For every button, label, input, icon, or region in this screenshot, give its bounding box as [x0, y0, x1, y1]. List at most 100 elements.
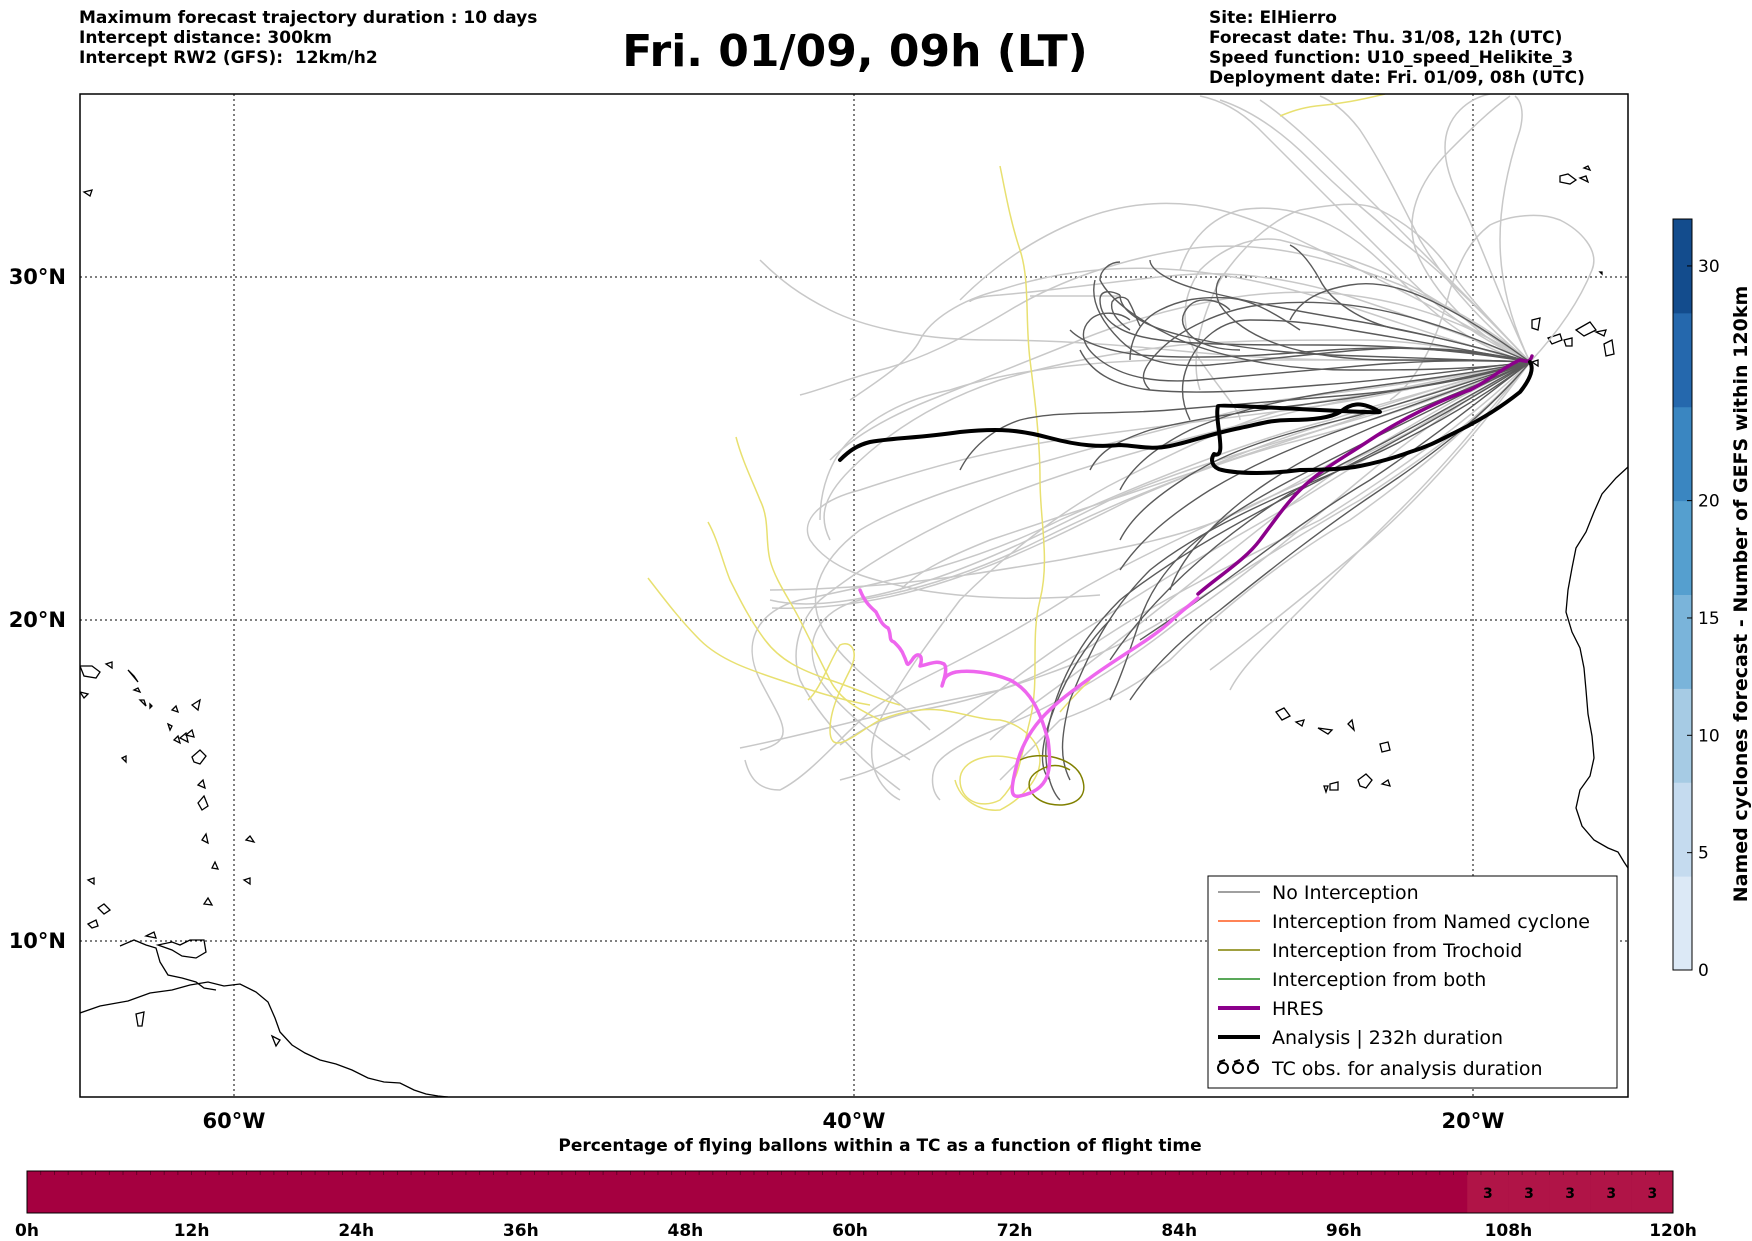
gefs-light-track [1319, 95, 1531, 363]
flight-bar-highlight-cell [1467, 1171, 1509, 1213]
canary-lanzarote-b [1603, 339, 1615, 357]
island-antigua [184, 728, 195, 738]
legend-item-trochoid: Interception from Trochoid [1218, 940, 1522, 962]
header-left-info: Maximum forecast trajectory duration : 1… [79, 8, 537, 68]
flight-bar-tick-label: 120h [1649, 1221, 1697, 1241]
analysis-track-line [838, 360, 1534, 475]
colorbar-frame [1672, 218, 1693, 971]
legend-item-hres: HRES [1218, 998, 1324, 1020]
flight-time-bar: 3 3 3 3 3 0h 12h 24h 36h 48h 60h 72h 84h 96h 108h 120h [15, 1170, 1697, 1241]
legend-label: Interception from Named cyclone [1272, 911, 1590, 933]
colorbar-tick-label: 0 [1698, 961, 1709, 981]
flight-bar-cells: 3 3 3 3 3 [40, 1171, 1673, 1213]
island-martinique [197, 794, 209, 811]
legend-label: HRES [1272, 998, 1324, 1020]
gefs-light-track [799, 245, 1531, 396]
gefs-dark-track [1181, 319, 1531, 421]
lon-label-60w: 60°W [203, 1109, 266, 1133]
yellow-track [1279, 94, 1386, 117]
flight-bar-highlight-cell [1590, 1171, 1632, 1213]
gefs-light-track [823, 339, 1531, 541]
colorbar-tick-label: 30 [1698, 257, 1720, 277]
gefs-dark-track [1082, 312, 1531, 382]
gefs-dark-track [1119, 361, 1531, 491]
gefs-dark-track [1109, 361, 1531, 701]
legend-item-analysis: Analysis | 232h duration [1218, 1027, 1503, 1049]
gefs-dark-track [1045, 361, 1531, 801]
cape-verde-boa-vista [1379, 741, 1391, 753]
intercept-rw2-text: Intercept RW2 (GFS): 12km/h2 [79, 48, 378, 68]
island-anguilla [132, 687, 142, 694]
gefs-dark-track [1110, 296, 1141, 331]
flight-bar-tick-label: 108h [1485, 1221, 1533, 1241]
island-grenada [202, 896, 214, 906]
island-nevis [120, 754, 127, 764]
canary-la-palma [1531, 317, 1541, 331]
legend-label: No Interception [1272, 882, 1419, 904]
gefs-dark-track [1289, 283, 1531, 363]
flight-bar-cell-value: 3 [1524, 1186, 1534, 1202]
flight-bar-tick-label: 24h [338, 1221, 374, 1241]
gefs-light-track [849, 267, 1531, 401]
gefs-light-track [1179, 207, 1531, 363]
cape-verde-sao-nicolau [1317, 727, 1334, 735]
colorbar-cells [1673, 219, 1692, 971]
island-virgin-b [127, 669, 139, 683]
island-sw-small [86, 877, 95, 886]
yellow-track [807, 643, 1041, 811]
island-margarita [144, 931, 157, 939]
venezuela-bay [119, 939, 217, 991]
colorbar-ticks: 0 5 10 15 20 30 [1687, 257, 1720, 981]
trochoid-loop [1019, 755, 1085, 806]
south-america-coast [80, 981, 449, 1097]
gefs-light-track [1411, 95, 1531, 363]
lon-label-20w: 20°W [1442, 1109, 1505, 1133]
yellow-track [735, 436, 881, 721]
island-saba [166, 722, 173, 732]
yellow-track [1059, 679, 1091, 713]
flight-bar-cell-value: 3 [1483, 1186, 1493, 1202]
canary-fuerteventura [1574, 321, 1597, 337]
gefs-light-track [739, 361, 1531, 749]
coastlines [80, 165, 1628, 1097]
gefs-light-track [1389, 214, 1595, 401]
gefs-dark-track [1109, 361, 1531, 661]
hres-track [858, 354, 1534, 799]
gefs-dark-track [1093, 279, 1531, 367]
map-frame [79, 93, 1629, 1098]
flight-bar-highlight-cell [1508, 1171, 1550, 1213]
gefs-light-track [959, 202, 1531, 363]
island-dominica [196, 778, 206, 790]
colorbar-cell [1673, 500, 1692, 595]
island-stkitts [170, 704, 180, 714]
flight-bar-tick-label: 48h [668, 1221, 704, 1241]
colorbar-label: Named cyclones forecast - Number of GEFS… [1730, 286, 1752, 903]
flight-bar-tick-label: 96h [1326, 1221, 1362, 1241]
gefs-dark-tracks [959, 244, 1531, 801]
gefs-light-track [829, 291, 1531, 461]
gefs-light-track [1259, 99, 1531, 363]
gefs-light-track [989, 361, 1531, 741]
savage-isle [1582, 165, 1592, 172]
lat-label-30n: 30°N [9, 265, 66, 289]
gefs-dark-track [1119, 361, 1531, 571]
gefs-light-track [1499, 95, 1531, 363]
flight-bar-tick-label: 60h [832, 1221, 868, 1241]
lat-label-20n: 20°N [9, 608, 66, 632]
lon-label-40w: 40°W [823, 1109, 886, 1133]
colorbar-cell [1673, 594, 1692, 689]
legend-item-named-cyclone: Interception from Named cyclone [1218, 911, 1590, 933]
gefs-light-track [1195, 203, 1531, 391]
gefs-light-track [751, 361, 1531, 751]
gefs-light-track [771, 361, 1531, 609]
map-area [80, 94, 1628, 1097]
colorbar-cell [1673, 312, 1692, 408]
colorbar: 0 5 10 15 20 30 Named cyclones forecast - Num… [1672, 218, 1752, 981]
yellow-track [707, 521, 901, 706]
colorbar-tick-label: 5 [1698, 844, 1709, 864]
island-leeward-a [178, 731, 189, 744]
canary-hierro [1530, 359, 1539, 368]
island-stbarth [138, 699, 147, 707]
gefs-dark-track [1079, 349, 1531, 393]
island-small-a [80, 691, 90, 700]
